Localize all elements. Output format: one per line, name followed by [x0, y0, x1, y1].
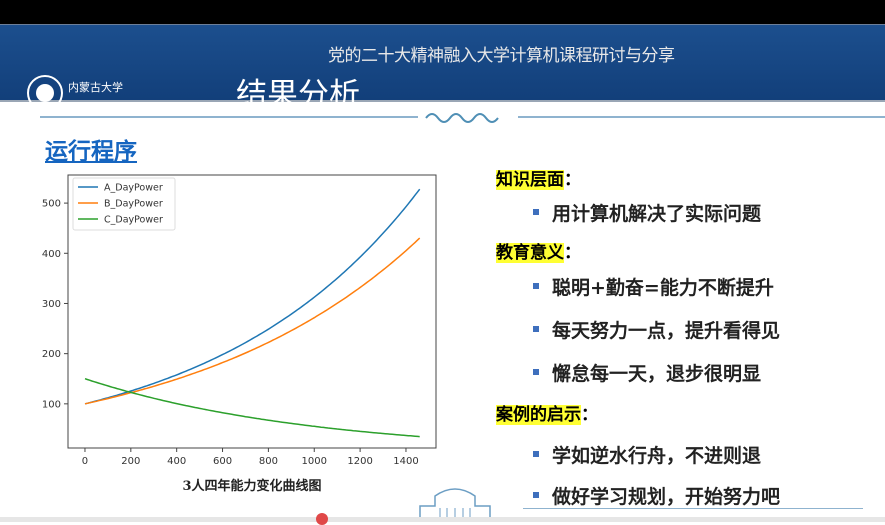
bullet-item: 学如逆水行舟，不进则退 — [533, 441, 761, 468]
building-ornament-icon — [419, 488, 491, 522]
section-title: 运行程序 — [45, 139, 137, 165]
heading-label: 知识层面 — [496, 170, 564, 190]
bullet-square-icon — [533, 450, 539, 457]
bullet-item: 每天努力一点，提升看得见 — [533, 316, 780, 343]
series-line-A_DayPower — [84, 188, 421, 405]
x-tick-label: 800 — [259, 456, 278, 467]
progress-handle[interactable] — [316, 513, 328, 525]
svg-text:INNER MONGOLIA UNIVERSITY: INNER MONGOLIA UNIVERSITY — [68, 105, 126, 110]
video-progress-bar[interactable] — [0, 517, 885, 522]
bullet-text: 懈怠每一天，退步很明显 — [552, 363, 762, 385]
bullet-square-icon — [533, 282, 539, 289]
legend-label: B_DayPower — [104, 199, 163, 210]
legend-box — [72, 177, 176, 231]
bullet-square-icon — [533, 208, 539, 215]
point-heading: 案例的启示： — [496, 400, 598, 425]
slide-header-banner: 党的二十大精神融入大学计算机课程研讨与分享 内蒙古大学 INNER MONGOL… — [0, 24, 885, 113]
x-axis-label: 3人四年能力变化曲线图 — [182, 478, 321, 494]
x-tick-label: 1200 — [347, 456, 372, 467]
y-tick-label: 100 — [42, 399, 61, 410]
bullet-square-icon — [533, 368, 539, 375]
bullet-text: 每天努力一点，提升看得见 — [552, 320, 781, 342]
legend-label: A_DayPower — [104, 183, 163, 194]
y-tick-label: 500 — [42, 199, 61, 210]
bullet-square-icon — [533, 325, 539, 332]
bullet-text: 用计算机解决了实际问题 — [552, 203, 762, 225]
video-top-bar — [0, 0, 885, 24]
y-tick-label: 400 — [42, 249, 61, 260]
x-tick-label: 200 — [121, 456, 140, 467]
bullet-item: 懈怠每一天，退步很明显 — [533, 359, 761, 386]
slide-subtitle: 党的二十大精神融入大学计算机课程研讨与分享 — [328, 46, 675, 66]
heading-colon: ： — [564, 170, 581, 190]
x-tick-label: 1000 — [302, 456, 327, 467]
bullet-square-icon — [533, 491, 539, 498]
x-tick-label: 600 — [213, 456, 232, 467]
bullet-item: 用计算机解决了实际问题 — [533, 199, 761, 226]
svg-text:内蒙古大学: 内蒙古大学 — [68, 80, 123, 94]
scroll-ornament-icon — [418, 110, 518, 126]
university-logo: 内蒙古大学 INNER MONGOLIA UNIVERSITY — [27, 75, 126, 111]
footer-divider — [523, 508, 863, 509]
series-line-C_DayPower — [84, 377, 420, 438]
bullet-text: 学如逆水行舟，不进则退 — [552, 445, 762, 467]
heading-label: 案例的启示 — [496, 405, 581, 425]
legend-label: C_DayPower — [104, 215, 163, 226]
y-tick-label: 200 — [42, 349, 61, 360]
x-tick-label: 1400 — [393, 456, 418, 467]
point-heading: 教育意义： — [496, 238, 581, 263]
series-line-B_DayPower — [84, 237, 421, 405]
bullet-text: 聪明+勤奋=能力不断提升 — [552, 277, 774, 299]
x-tick-label: 0 — [82, 456, 88, 467]
heading-colon: ： — [564, 243, 581, 263]
point-heading: 知识层面： — [496, 165, 581, 190]
y-tick-label: 300 — [42, 299, 61, 310]
bullet-item: 聪明+勤奋=能力不断提升 — [533, 273, 774, 300]
bullet-text: 做好学习规划，开始努力吧 — [552, 486, 781, 508]
bullet-item: 做好学习规划，开始努力吧 — [533, 482, 780, 509]
heading-colon: ： — [581, 405, 598, 425]
heading-label: 教育意义 — [496, 243, 564, 263]
x-tick-label: 400 — [167, 456, 186, 467]
slide-title: 结果分析 — [236, 77, 360, 113]
